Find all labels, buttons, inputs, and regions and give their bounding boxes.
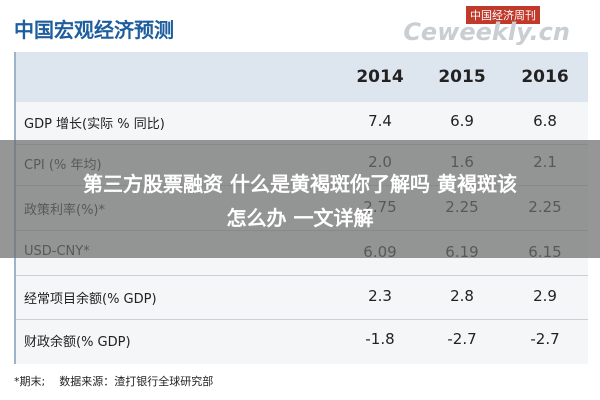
column-header: 2014 <box>356 67 404 87</box>
overlay-banner: 第三方股票融资 什么是黄褐斑你了解吗 黄褐斑该 怎么办 一文详解 <box>0 140 600 258</box>
overlay-text: 第三方股票融资 什么是黄褐斑你了解吗 黄褐斑该 <box>83 172 517 196</box>
cell: -1.8 <box>365 330 395 348</box>
cell: 6.8 <box>533 112 557 130</box>
title: 中国宏观经济预测 <box>14 18 174 42</box>
cell: -2.7 <box>447 330 477 348</box>
footnote: *期末; 数据来源：渣打银行全球研究部 <box>14 375 214 388</box>
cell: 2.9 <box>533 287 557 305</box>
column-header: 2015 <box>438 67 486 87</box>
cell: 6.9 <box>450 112 474 130</box>
logo-watermark: Ceweekly.cn <box>403 18 570 46</box>
row-separator <box>16 275 588 276</box>
logo: 中国经济周刊 <box>466 6 540 24</box>
cell: 7.4 <box>368 112 392 130</box>
cell: 2.3 <box>368 287 392 305</box>
overlay-text: 怎么办 一文详解 <box>226 206 374 230</box>
table-header: 2014 2015 2016 <box>16 52 588 102</box>
row-label: 经常项目余额(% GDP) <box>24 292 157 307</box>
column-header: 2016 <box>521 67 569 87</box>
row-separator <box>16 319 588 320</box>
cell: -2.7 <box>530 330 560 348</box>
row-label: 财政余额(% GDP) <box>24 335 131 350</box>
cell: 2.8 <box>450 287 474 305</box>
row-label: GDP 增长(实际 % 同比) <box>24 117 165 132</box>
